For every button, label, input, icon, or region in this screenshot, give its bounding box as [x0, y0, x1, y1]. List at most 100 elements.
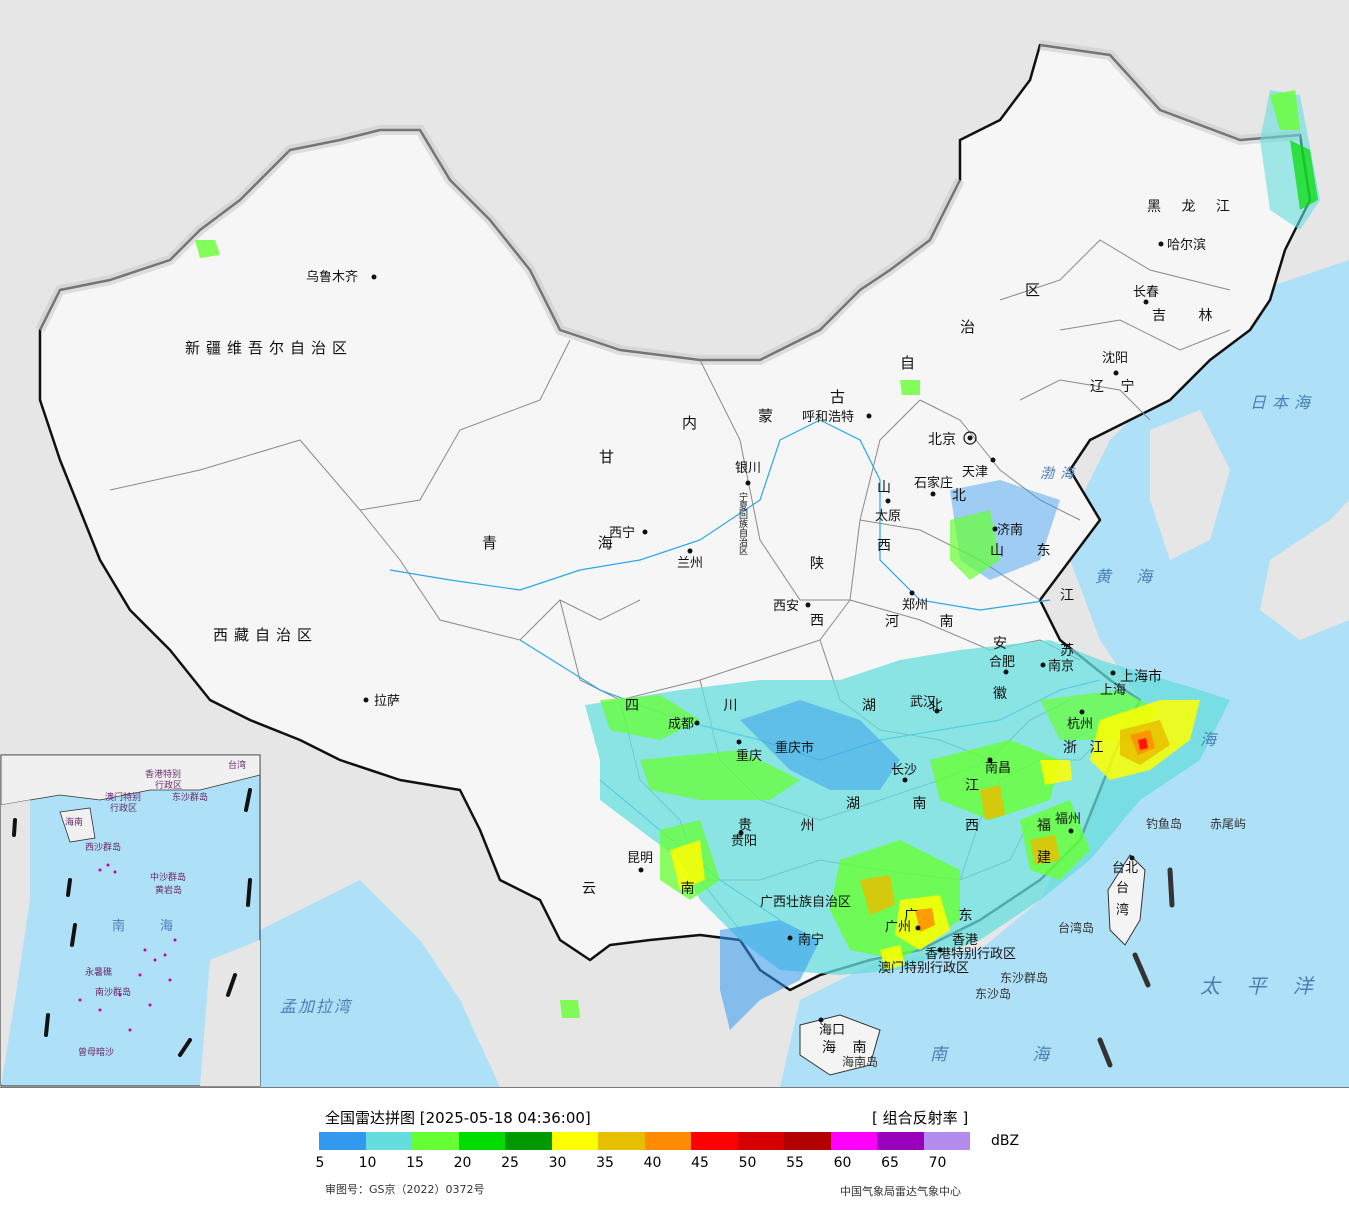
city-taipei: 台北 [1112, 861, 1138, 876]
city-urumqi: 乌鲁木齐 [306, 269, 358, 285]
south-china-sea-inset [0, 754, 261, 1087]
city-kunming: 昆明 [627, 851, 653, 866]
region-yunnan: 云 南 [582, 881, 734, 897]
region-qinghai: 青 海 [482, 534, 661, 552]
color-swatch-12 [877, 1132, 924, 1150]
island-hainan: 海南岛 [842, 1054, 878, 1069]
bengal-sea-area [260, 880, 500, 1087]
inset-nansha: 南沙群岛 [95, 986, 131, 998]
city-nanchang: 南昌 [985, 760, 1011, 776]
region-anhui-1: 安 [993, 636, 1007, 652]
city-fuzhou: 福州 [1055, 812, 1081, 827]
tick-label: 40 [643, 1155, 662, 1171]
region-guangdong: 广 东 [904, 908, 990, 924]
region-liaoning: 辽 宁 [1090, 378, 1140, 395]
color-swatch-9 [737, 1132, 784, 1150]
tick-label: 20 [453, 1155, 472, 1171]
color-swatch-2 [412, 1132, 459, 1150]
color-swatch-7 [644, 1132, 691, 1150]
city-changchun: 长春 [1133, 285, 1159, 300]
region-jiangxi-2: 西 [965, 818, 979, 834]
color-swatch-8 [691, 1132, 738, 1150]
city-tianjin: 天津 [962, 465, 988, 480]
tick-label: 15 [406, 1155, 424, 1171]
color-swatch-6 [598, 1132, 645, 1150]
city-zhengzhou: 郑州 [902, 598, 928, 613]
city-lhasa: 拉萨 [374, 694, 400, 709]
color-swatch-10 [784, 1132, 831, 1150]
inset-dongsha: 东沙群岛 [172, 791, 208, 803]
city-chengdu: 成都 [668, 717, 694, 732]
region-chongqing: 重庆市 [775, 740, 814, 756]
city-chongqing: 重庆 [736, 748, 762, 764]
inset-xisha: 西沙群岛 [85, 841, 121, 853]
city-taiyuan: 太原 [875, 509, 901, 524]
sea-south: 南 海 [930, 1045, 1089, 1065]
border-halo [35, 40, 1301, 365]
inset-taiwan: 台湾 [228, 759, 246, 771]
taiwan-island-shape [1107, 854, 1146, 946]
region-guangxi: 广西壮族自治区 [760, 894, 851, 910]
tick-label: 70 [928, 1155, 947, 1171]
inset-zengmu: 曾母暗沙 [78, 1046, 114, 1058]
color-scale-ticks: 5 10 15 20 25 30 35 40 45 50 55 60 65 70 [300, 1155, 980, 1173]
color-swatch-13 [923, 1132, 970, 1150]
producer-label: 中国气象局雷达气象中心 [840, 1185, 961, 1198]
island-taiwan: 台湾岛 [1058, 920, 1094, 935]
tick-label: 35 [596, 1155, 614, 1171]
city-yinchuan: 银川 [735, 461, 761, 476]
tick-label: 30 [548, 1155, 567, 1171]
city-nanjing: 南京 [1048, 658, 1074, 674]
city-shijiazhuang: 石家庄 [914, 475, 953, 491]
region-fujian-2: 建 [1037, 850, 1051, 866]
city-guiyang: 贵阳 [731, 834, 757, 849]
maritime-boundary [1097, 867, 1175, 1068]
korea-land [1150, 410, 1230, 560]
region-ningxia: 宁夏回族自治区 [737, 491, 748, 555]
island-diaoyu: 钓鱼岛 [1146, 816, 1182, 831]
city-hongkong: 香港 [952, 933, 978, 948]
region-hongkong: 香港特别行政区 [925, 947, 1016, 962]
city-shenyang: 沈阳 [1102, 351, 1128, 366]
city-beijing: 北京 [928, 432, 956, 448]
color-scale-bar [319, 1132, 970, 1150]
city-hefei: 合肥 [989, 655, 1015, 670]
region-neimenggu-3: 古 [830, 388, 845, 406]
region-gansu: 甘 [599, 448, 614, 466]
region-taiwan-1: 台 [1116, 881, 1129, 896]
city-xining: 西宁 [609, 525, 635, 541]
tick-label: 65 [881, 1155, 899, 1171]
tick-label: 50 [738, 1155, 757, 1171]
sea-pacific: 太 平 洋 [1200, 974, 1323, 998]
region-jiangsu-1: 江 [1060, 588, 1074, 604]
city-xian: 西安 [773, 599, 799, 614]
region-jiangsu-2: 苏 [1060, 643, 1074, 659]
product-name: [ 组合反射率 ] [872, 1109, 969, 1127]
region-hunan: 湖 南 [846, 796, 950, 812]
city-jinan: 济南 [997, 522, 1023, 538]
legend-panel: 全国雷达拼图 [2025-05-18 04:36:00] [ 组合反射率 ] d… [0, 1087, 1349, 1209]
tick-label: 25 [501, 1155, 519, 1171]
island-chiwei: 赤尾屿 [1210, 817, 1246, 831]
sea-east: 海 [1200, 730, 1218, 749]
region-shaanxi-2: 西 [810, 613, 824, 629]
radar-echoes [5, 90, 1320, 1030]
city-changsha: 长沙 [891, 763, 917, 778]
city-wuhan: 武汉 [910, 695, 936, 710]
tick-label: 45 [691, 1155, 709, 1171]
city-shanghai: 上海 [1100, 683, 1126, 698]
tick-label: 5 [315, 1155, 325, 1171]
region-hebei: 北 [952, 488, 966, 504]
inset-zhongsha: 中沙群岛 [150, 871, 186, 883]
inset-macao-1: 澳门特别 [105, 791, 141, 803]
region-jilin: 吉 林 [1152, 308, 1226, 324]
region-neimenggu-6: 区 [1025, 281, 1040, 299]
region-taiwan-2: 湾 [1116, 902, 1129, 918]
tick-label: 60 [833, 1155, 852, 1171]
region-jiangxi-1: 江 [965, 778, 979, 794]
region-anhui-2: 徽 [993, 686, 1007, 702]
inset-macao-2: 行政区 [110, 802, 137, 814]
tick-label: 10 [358, 1155, 377, 1171]
unit-label: dBZ [991, 1133, 1020, 1149]
region-xinjiang: 新疆维吾尔自治区 [185, 339, 353, 357]
